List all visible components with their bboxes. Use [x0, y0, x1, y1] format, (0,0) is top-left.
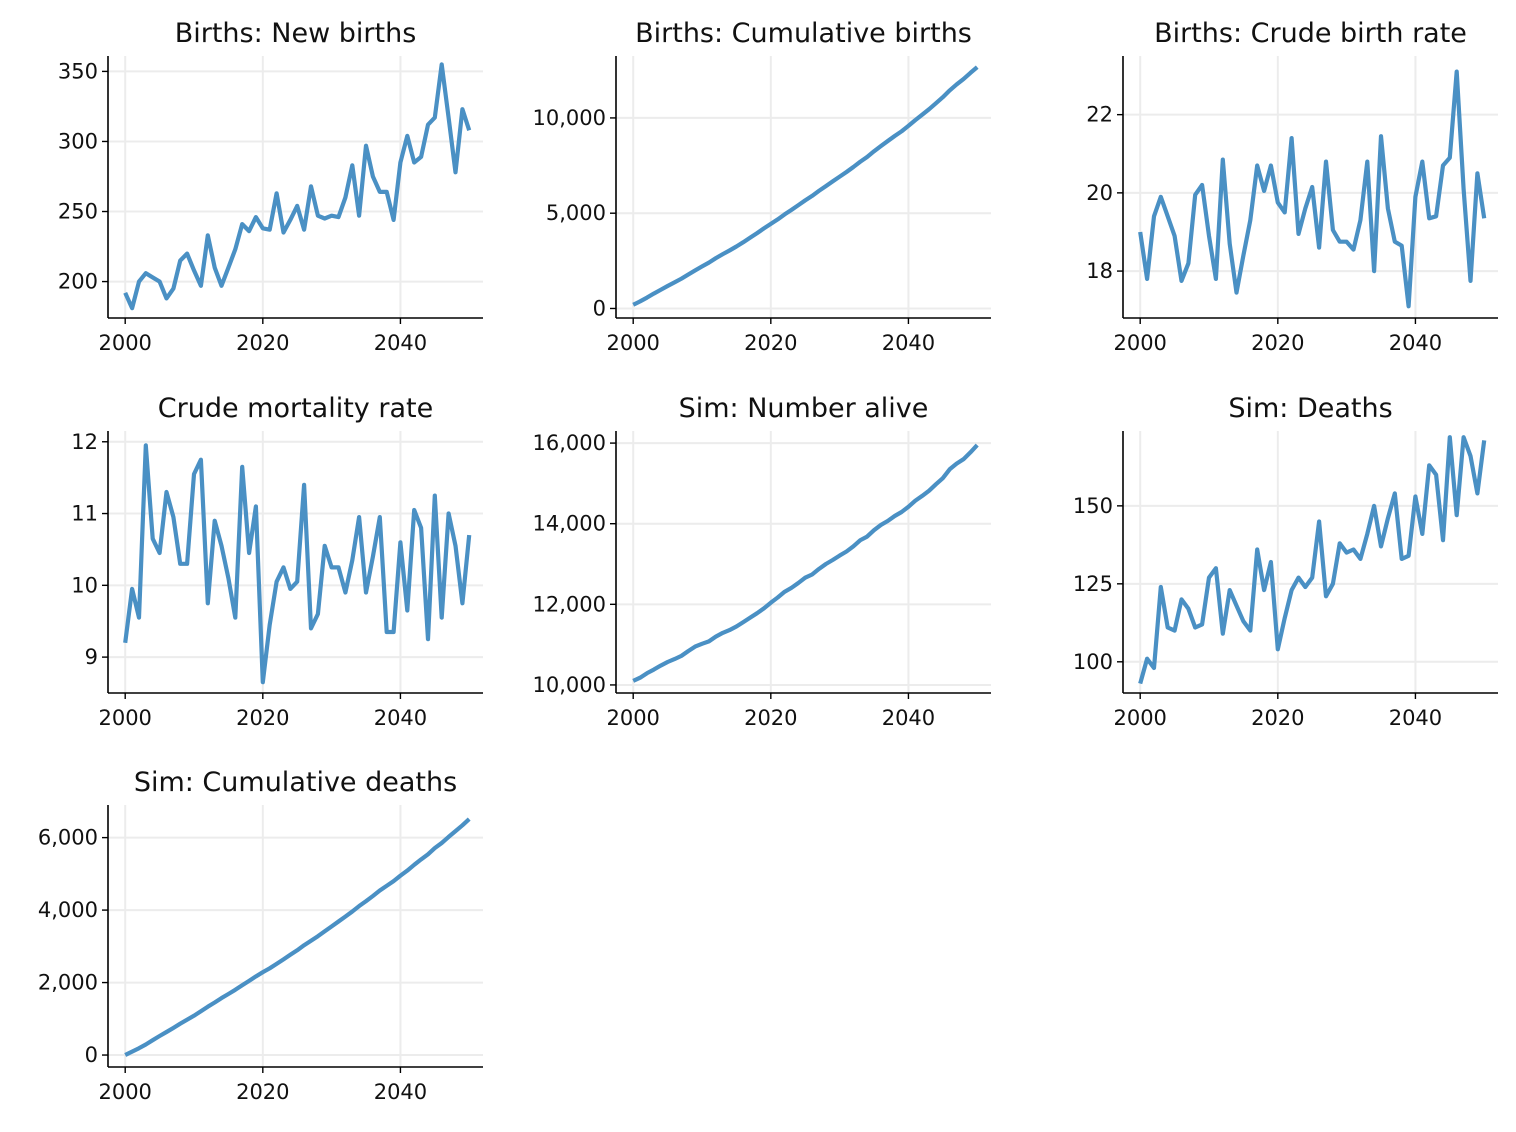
y-tick-label: 150: [1073, 494, 1113, 518]
y-tick-label: 125: [1073, 572, 1113, 596]
x-tick-label: 2020: [744, 706, 797, 730]
x-tick-label: 2020: [1251, 706, 1304, 730]
subplot-5: 2000 2020 2040 10,000 12,000 14,000 16,000 Sim:…: [533, 393, 991, 730]
y-tick-label: 6,000: [38, 826, 98, 850]
series-line: [632, 65, 979, 307]
chart-title: Sim: Number alive: [679, 393, 929, 424]
y-tick-label: 2,000: [38, 971, 98, 995]
y-tick-label: 0: [85, 1043, 98, 1067]
y-tick-label: 9: [85, 645, 98, 669]
x-tick-label: 2000: [1113, 331, 1166, 355]
y-tick-label: 0: [593, 296, 606, 320]
y-tick-label: 11: [71, 502, 98, 526]
y-tick-label: 250: [58, 200, 98, 224]
subplot-1: 2000 2020 2040 200 250 300 350 Births: New birt…: [58, 18, 483, 355]
subplot-7: 2000 2020 2040 0 2,000 4,000 6,000 Sim: Cumulat…: [38, 767, 483, 1104]
x-tick-label: 2040: [1389, 706, 1442, 730]
subplot-4: 2000 2020 2040 9 10 11 12 Crude mortality rate: [71, 393, 483, 730]
y-tick-label: 10,000: [533, 673, 606, 697]
y-tick-label: 350: [58, 59, 98, 83]
subplot-6: 2000 2020 2040 100 125 150 Sim: Deaths: [1073, 393, 1498, 730]
y-tick-label: 10: [71, 573, 98, 597]
x-tick-label: 2020: [1251, 331, 1304, 355]
x-tick-label: 2000: [1113, 706, 1166, 730]
y-tick-label: 14,000: [533, 512, 606, 536]
y-tick-label: 100: [1073, 650, 1113, 674]
x-tick-label: 2020: [236, 706, 289, 730]
y-tick-label: 4,000: [38, 898, 98, 922]
x-tick-label: 2020: [744, 331, 797, 355]
x-tick-label: 2000: [606, 706, 659, 730]
x-tick-label: 2040: [882, 331, 935, 355]
x-tick-label: 2000: [98, 1080, 151, 1104]
y-tick-label: 5,000: [546, 201, 606, 225]
y-tick-label: 22: [1086, 103, 1113, 127]
x-tick-label: 2020: [236, 331, 289, 355]
y-tick-label: 18: [1086, 259, 1113, 283]
series-line: [1138, 69, 1487, 309]
y-tick-label: 300: [58, 129, 98, 153]
y-tick-label: 12,000: [533, 592, 606, 616]
series-line: [124, 817, 471, 1057]
series-line: [123, 443, 472, 685]
x-tick-label: 2020: [236, 1080, 289, 1104]
series-line: [1138, 435, 1487, 685]
x-tick-label: 2000: [98, 706, 151, 730]
y-tick-label: 12: [71, 430, 98, 454]
x-tick-label: 2040: [882, 706, 935, 730]
x-tick-label: 2040: [374, 331, 427, 355]
chart-title: Sim: Cumulative deaths: [134, 767, 457, 798]
y-tick-label: 16,000: [533, 431, 606, 455]
chart-title: Births: Cumulative births: [635, 18, 972, 49]
x-tick-label: 2000: [606, 331, 659, 355]
chart-title: Births: Crude birth rate: [1154, 18, 1467, 49]
y-tick-label: 200: [58, 270, 98, 294]
subplot-3: 2000 2020 2040 18 20 22 Births: Crude birth ra…: [1086, 18, 1498, 355]
x-tick-label: 2000: [98, 331, 151, 355]
chart-title: Sim: Deaths: [1228, 393, 1392, 424]
y-tick-label: 10,000: [533, 106, 606, 130]
chart-title: Crude mortality rate: [158, 393, 433, 424]
x-tick-label: 2040: [374, 1080, 427, 1104]
y-tick-label: 20: [1086, 181, 1113, 205]
chart-title: Births: New births: [175, 18, 417, 49]
subplot-2: 2000 2020 2040 0 5,000 10,000 Births: Cumulati…: [533, 18, 991, 355]
series-line: [632, 443, 979, 683]
series-line: [123, 62, 472, 311]
x-tick-label: 2040: [374, 706, 427, 730]
x-tick-label: 2040: [1389, 331, 1442, 355]
